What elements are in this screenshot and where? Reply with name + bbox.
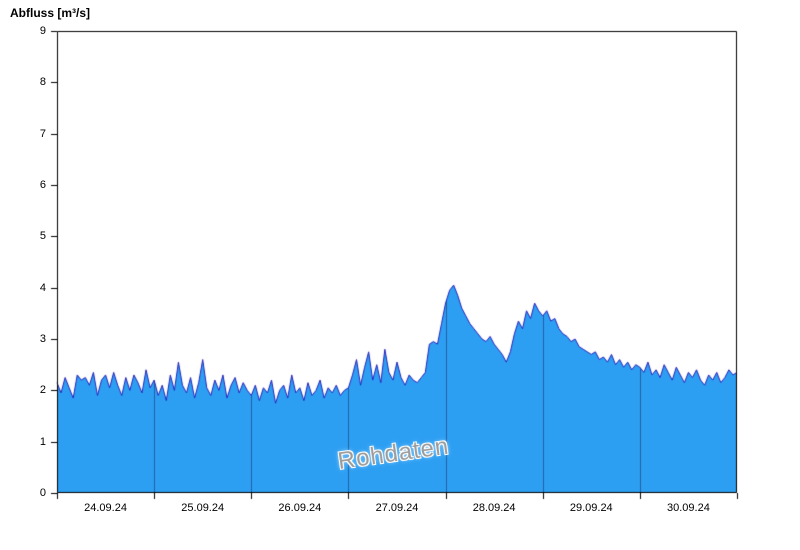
y-tick-label: 9 <box>39 25 46 37</box>
y-tick-label: 5 <box>39 230 46 243</box>
y-tick-label: 3 <box>39 333 46 345</box>
x-tick-label: 24.09.24 <box>84 502 127 514</box>
y-tick-label: 7 <box>39 127 46 140</box>
x-tick-label: 29.09.24 <box>569 502 613 514</box>
x-tick-label: 25.09.24 <box>181 502 225 514</box>
y-tick-label: 8 <box>39 76 46 89</box>
y-tick-label: 1 <box>39 435 46 448</box>
x-tick-label: 27.09.24 <box>375 502 419 514</box>
x-tick-label: 28.09.24 <box>472 502 516 514</box>
x-tick-label: 26.09.24 <box>278 502 322 514</box>
y-tick-label: 2 <box>39 384 46 397</box>
y-tick-label: 4 <box>39 281 46 294</box>
x-tick-label: 30.09.24 <box>667 502 710 514</box>
y-tick-label: 6 <box>39 179 46 191</box>
y-tick-label: 0 <box>39 487 46 499</box>
